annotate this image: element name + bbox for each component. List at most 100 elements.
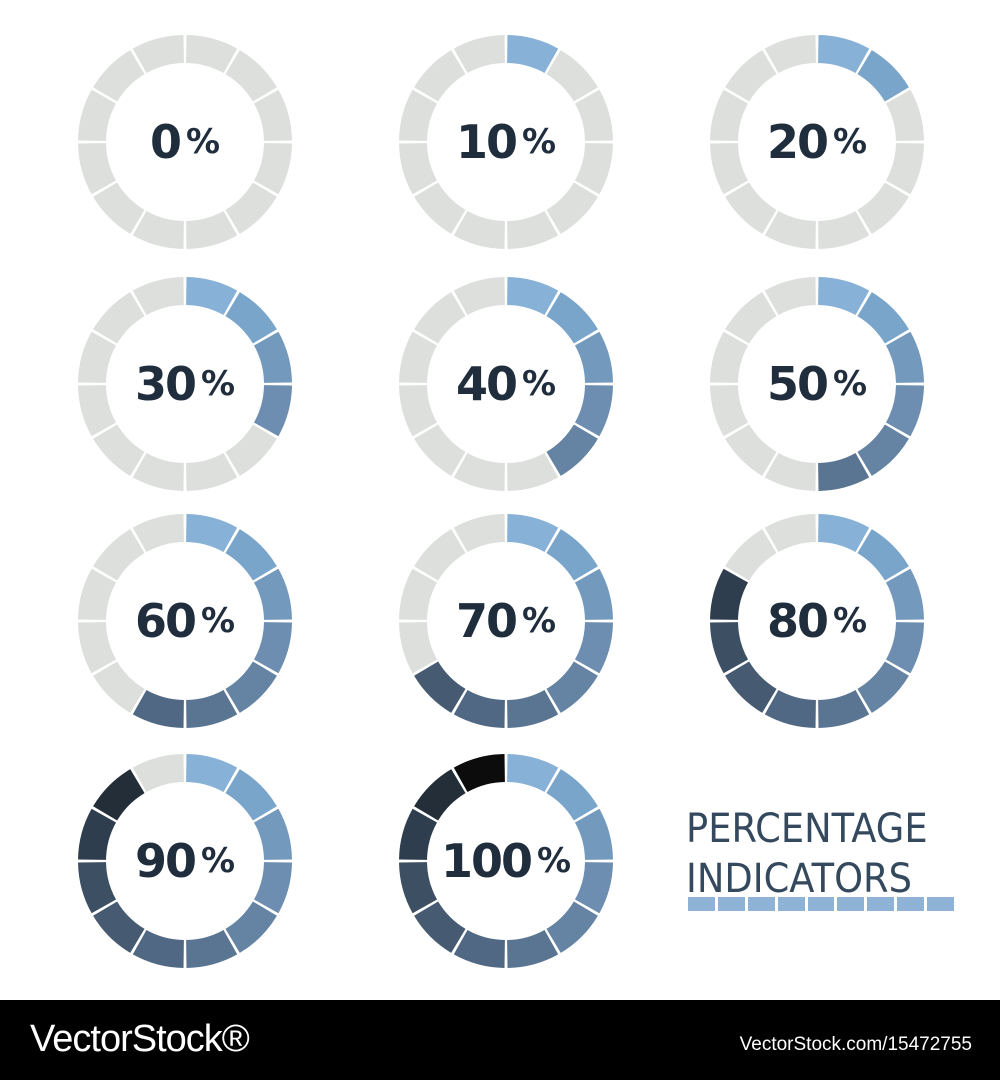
gauge-segment-filled	[414, 661, 466, 713]
gauge-segment-filled	[574, 622, 613, 674]
gauge-segment-empty	[132, 210, 184, 249]
gauge-80: 80%	[707, 511, 927, 731]
gauge-segment-empty	[453, 277, 505, 316]
gauge-segment-filled	[574, 385, 613, 437]
gauge-20: 20%	[707, 32, 927, 252]
gauge-segment-filled	[710, 568, 749, 620]
gauge-segment-empty	[414, 292, 466, 344]
gauge-segment-filled	[253, 622, 292, 674]
gauge-segment-empty	[132, 277, 184, 316]
gauge-label: 0%	[75, 32, 295, 252]
gauge-number: 80	[766, 594, 829, 648]
gauge-segment-empty	[399, 622, 438, 674]
gauge-ring	[399, 277, 613, 491]
gauge-segment-filled	[225, 292, 277, 344]
gauge-segment-filled	[453, 754, 505, 793]
gauge-segment-empty	[78, 331, 117, 383]
gauge-segment-filled	[857, 50, 909, 102]
title-block: PERCENTAGE INDICATORS	[686, 804, 949, 904]
title-bar-segment	[807, 897, 835, 911]
gauge-label: 80%	[707, 511, 927, 731]
gauge-segment-filled	[507, 929, 559, 968]
gauge-segment-filled	[574, 808, 613, 860]
gauge-segment-filled	[885, 622, 924, 674]
footer-url[interactable]: VectorStock.com/15472755	[739, 1034, 972, 1055]
gauge-segment-filled	[186, 514, 238, 553]
title-bar-segment	[927, 897, 955, 911]
gauge-segment-empty	[186, 210, 238, 249]
gauge-segment-filled	[414, 901, 466, 953]
gauge-segment-filled	[507, 277, 559, 316]
gauge-60: 60%	[75, 511, 295, 731]
gauge-segment-empty	[78, 385, 117, 437]
gauge-segment-filled	[546, 424, 598, 476]
gauge-segment-empty	[507, 452, 559, 491]
gauge-percent-sign: %	[185, 122, 221, 162]
title-underline-bar	[688, 897, 955, 911]
gauge-segment-filled	[399, 808, 438, 860]
gauge-segment-empty	[399, 89, 438, 141]
gauge-segment-empty	[93, 661, 145, 713]
gauge-segment-filled	[818, 689, 870, 728]
gauge-percent-sign: %	[832, 601, 868, 641]
gauge-segment-filled	[818, 35, 870, 74]
gauge-segment-empty	[507, 210, 559, 249]
gauge-50: 50%	[707, 274, 927, 494]
gauge-segment-filled	[857, 424, 909, 476]
gauge-segment-empty	[710, 143, 749, 195]
gauge-segment-filled	[225, 769, 277, 821]
gauge-segment-filled	[453, 929, 505, 968]
gauge-40: 40%	[396, 274, 616, 494]
gauge-ring	[710, 35, 924, 249]
gauge-segment-filled	[857, 529, 909, 581]
gauge-segment-empty	[725, 529, 777, 581]
gauge-segment-empty	[453, 452, 505, 491]
gauge-segment-empty	[725, 292, 777, 344]
gauge-70: 70%	[396, 511, 616, 731]
gauge-segment-filled	[546, 901, 598, 953]
gauge-segment-filled	[764, 689, 816, 728]
title-bar-segment	[897, 897, 925, 911]
title-bar-segment	[837, 897, 865, 911]
gauge-segment-empty	[225, 50, 277, 102]
footer-bar: VectorStock® VectorStock.com/15472755	[0, 1000, 1000, 1080]
gauge-segment-filled	[186, 277, 238, 316]
gauge-number: 70	[455, 594, 518, 648]
gauge-percent-sign: %	[200, 601, 236, 641]
gauge-segment-filled	[93, 769, 145, 821]
gauge-segment-filled	[253, 568, 292, 620]
gauge-ring	[78, 514, 292, 728]
gauge-segment-filled	[507, 35, 559, 74]
gauge-label: 50%	[707, 274, 927, 494]
gauge-label: 70%	[396, 511, 616, 731]
gauge-segment-empty	[710, 89, 749, 141]
gauge-segment-empty	[132, 754, 184, 793]
gauge-segment-empty	[186, 452, 238, 491]
gauge-number: 10	[455, 115, 518, 169]
gauge-segment-empty	[93, 292, 145, 344]
footer-logo: VectorStock®	[30, 1018, 250, 1060]
gauge-segment-empty	[453, 514, 505, 553]
gauge-number: 60	[134, 594, 197, 648]
gauge-segment-empty	[132, 35, 184, 74]
gauge-segment-empty	[399, 143, 438, 195]
gauge-segment-empty	[186, 35, 238, 74]
gauge-segment-filled	[507, 754, 559, 793]
gauge-segment-empty	[225, 182, 277, 234]
gauge-segment-empty	[93, 182, 145, 234]
gauge-label: 30%	[75, 274, 295, 494]
gauge-segment-filled	[574, 331, 613, 383]
gauge-segment-empty	[764, 452, 816, 491]
gauge-ring	[399, 514, 613, 728]
gauge-segment-empty	[399, 385, 438, 437]
title-bar-segment	[867, 897, 895, 911]
gauge-segment-empty	[253, 143, 292, 195]
title-line-2: INDICATORS	[686, 856, 912, 902]
gauge-percent-sign: %	[832, 122, 868, 162]
gauge-segment-filled	[186, 754, 238, 793]
gauge-segment-filled	[507, 514, 559, 553]
gauge-percent-sign: %	[521, 122, 557, 162]
gauge-segment-empty	[78, 568, 117, 620]
gauge-number: 0	[149, 115, 182, 169]
gauge-segment-empty	[132, 514, 184, 553]
